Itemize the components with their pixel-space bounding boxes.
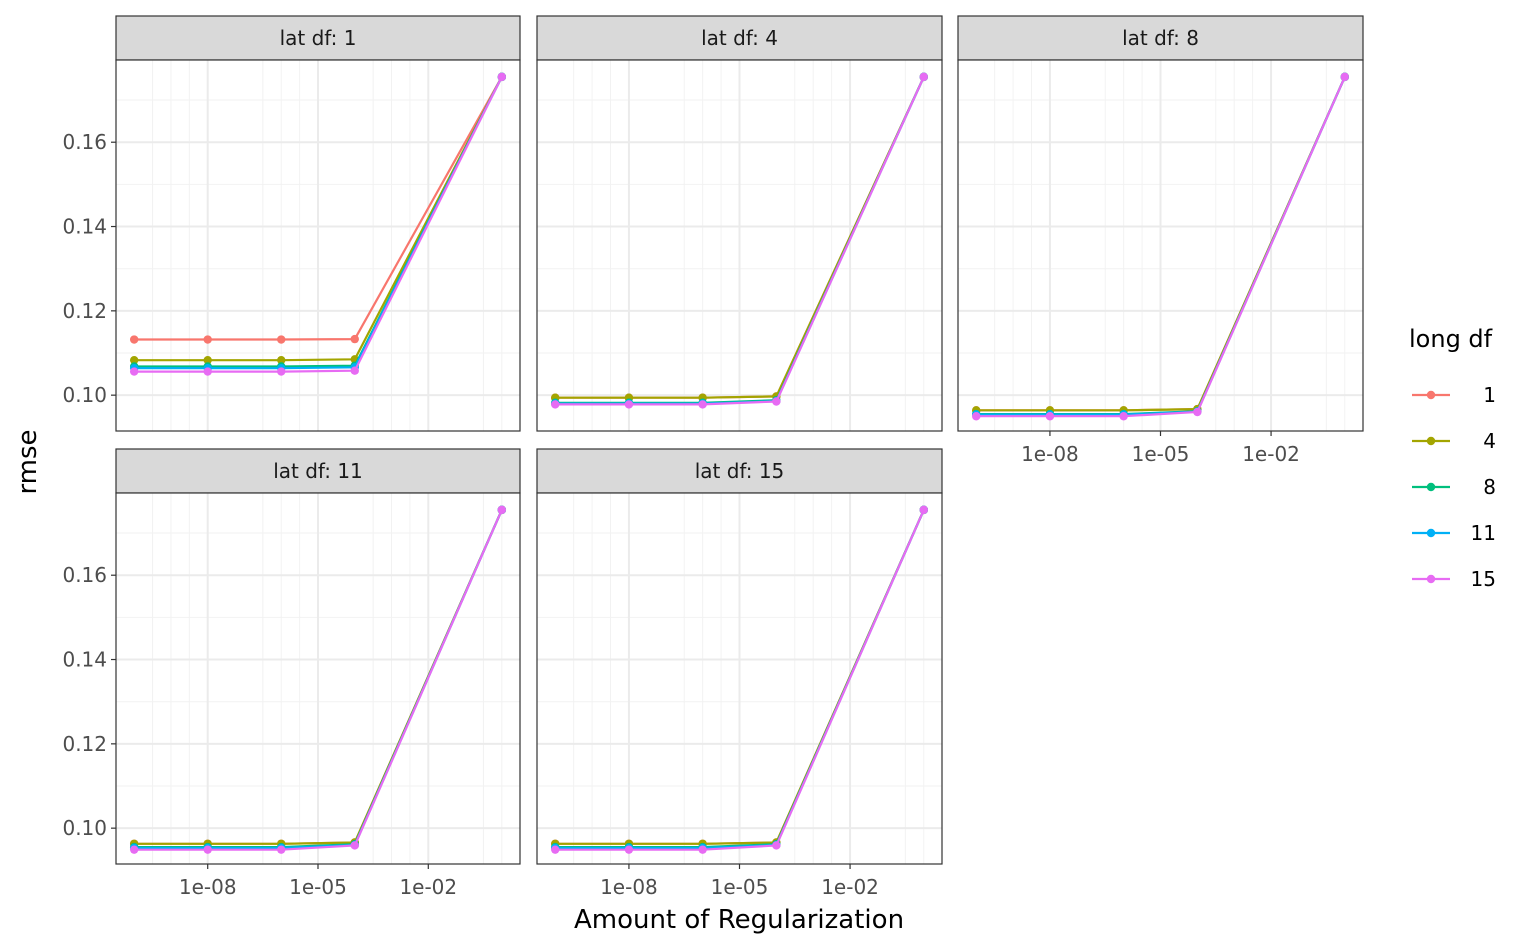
legend-label: 15 — [1471, 567, 1496, 591]
x-tick-label: 1e-05 — [711, 875, 769, 899]
x-tick-label: 1e-08 — [600, 875, 658, 899]
y-tick-label: 0.14 — [62, 215, 107, 239]
data-point-15 — [350, 366, 359, 375]
facet-panel: lat df: 1 0.10 0.12 0.14 0.16 — [62, 15, 521, 432]
x-tick-label: 1e-05 — [1132, 442, 1190, 466]
data-point-15 — [772, 841, 781, 850]
data-point-1 — [277, 335, 286, 344]
data-point-15 — [919, 505, 928, 515]
y-tick-label: 0.10 — [62, 383, 107, 407]
legend-label: 4 — [1483, 429, 1496, 453]
data-point-1 — [350, 334, 359, 344]
legend-key-point — [1426, 436, 1436, 446]
data-point-4 — [203, 355, 212, 365]
y-tick-label: 0.14 — [62, 648, 107, 672]
facet-strip — [115, 448, 521, 494]
data-point-15 — [1193, 407, 1202, 417]
data-point-15 — [497, 505, 507, 515]
facet-panel: lat df: 11 0.10 0.12 0.14 0.16 1e-08 1e-05 1e-0… — [62, 448, 521, 899]
facet-panels: lat df: 1 0.10 0.12 0.14 0.16 lat df: 4 lat df… — [62, 15, 1364, 899]
legend-key-point — [1426, 390, 1436, 400]
data-point-15 — [129, 367, 139, 376]
x-tick-label: 1e-02 — [821, 875, 879, 899]
data-point-15 — [772, 397, 781, 406]
data-point-15 — [551, 400, 560, 409]
data-point-15 — [1340, 72, 1349, 82]
data-point-15 — [277, 845, 286, 854]
facet-title: lat df: 4 — [701, 26, 778, 50]
x-axis-title: Amount of Regularization — [574, 905, 904, 935]
y-axis-title: rmse — [13, 429, 43, 494]
data-point-15 — [129, 845, 139, 854]
data-point-15 — [203, 367, 212, 376]
data-point-15 — [1119, 412, 1128, 421]
y-tick-label: 0.10 — [62, 816, 107, 840]
legend-key-point — [1426, 528, 1436, 538]
facet-title: lat df: 11 — [273, 459, 363, 483]
facet-panel: lat df: 8 1e-08 1e-05 1e-02 — [957, 15, 1364, 466]
data-point-15 — [698, 845, 707, 854]
y-tick-label: 0.16 — [62, 563, 107, 587]
y-tick-label: 0.12 — [62, 732, 107, 756]
panel-border — [536, 59, 943, 432]
facet-panel: lat df: 4 — [536, 15, 943, 432]
data-point-15 — [1045, 412, 1055, 421]
facet-title: lat df: 1 — [280, 26, 357, 50]
data-point-15 — [698, 400, 707, 409]
x-tick-label: 1e-08 — [1021, 442, 1079, 466]
x-tick-label: 1e-05 — [289, 875, 347, 899]
data-point-4 — [129, 355, 139, 365]
data-point-15 — [972, 412, 981, 421]
legend-label: 1 — [1483, 383, 1496, 407]
legend-title: long df — [1409, 325, 1493, 353]
data-point-15 — [497, 72, 507, 82]
x-tick-label: 1e-02 — [1242, 442, 1300, 466]
legend-label: 11 — [1471, 521, 1496, 545]
x-tick-label: 1e-02 — [399, 875, 457, 899]
data-point-15 — [624, 845, 634, 854]
y-tick-label: 0.16 — [62, 130, 107, 154]
x-tick-label: 1e-08 — [179, 875, 237, 899]
facet-panel: lat df: 15 1e-08 1e-05 1e-02 — [536, 448, 943, 899]
data-point-15 — [919, 72, 928, 82]
legend-key-point — [1426, 574, 1436, 584]
data-point-15 — [551, 845, 560, 854]
legend-key-point — [1426, 482, 1436, 492]
facet-strip — [957, 15, 1364, 61]
data-point-15 — [203, 845, 212, 854]
legend-label: 8 — [1483, 475, 1496, 499]
data-point-15 — [277, 367, 286, 376]
data-point-1 — [129, 335, 139, 344]
facet-title: lat df: 15 — [695, 459, 785, 483]
facet-strip — [536, 15, 943, 61]
legend: long df 1 4 8 11 15 — [1409, 325, 1496, 591]
facet-title: lat df: 8 — [1122, 26, 1199, 50]
data-point-15 — [624, 400, 634, 409]
data-point-1 — [203, 335, 212, 344]
data-point-4 — [277, 355, 286, 365]
facet-strip — [115, 15, 521, 61]
y-tick-label: 0.12 — [62, 299, 107, 323]
data-point-15 — [350, 841, 359, 850]
panel-border — [115, 59, 521, 432]
